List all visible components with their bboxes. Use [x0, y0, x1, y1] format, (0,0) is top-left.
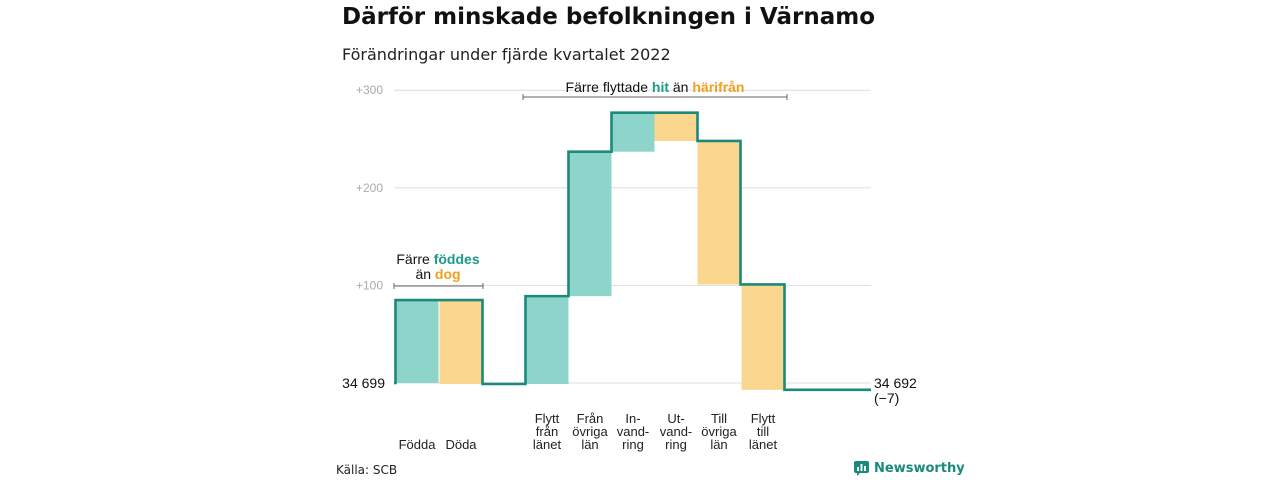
annotation-segment: föddes [434, 251, 480, 267]
category-label: län [710, 437, 727, 452]
waterfall-bar [654, 112, 698, 141]
category-label: Flytt [751, 411, 776, 426]
category-label: övriga [701, 424, 737, 439]
annotation-segment: än [669, 79, 692, 95]
category-label: ring [622, 437, 644, 452]
category-label: ring [665, 437, 687, 452]
source-note: Källa: SCB [336, 463, 398, 477]
brand: Newsworthy [854, 461, 965, 476]
waterfall-bar [741, 284, 785, 390]
category-label: från [536, 424, 558, 439]
y-tick-label: +200 [356, 181, 383, 195]
cumulative-step-line [394, 111, 871, 392]
annotation-segment: än [415, 266, 434, 282]
waterfall-bar [611, 112, 655, 152]
annotation-text: än dog [415, 266, 460, 282]
y-tick-label: +100 [356, 278, 383, 292]
waterfall-bar [395, 300, 439, 383]
category-label: övriga [572, 424, 608, 439]
category-label: Döda [445, 437, 477, 452]
category-label: till [757, 424, 769, 439]
end-value-label: 34 692 [874, 375, 917, 391]
annotation-segment: Färre [396, 251, 433, 267]
annotation-segment: härifrån [692, 79, 744, 95]
category-label: Till [711, 411, 727, 426]
brand-name: Newsworthy [874, 461, 965, 476]
category-label: län [581, 437, 598, 452]
waterfall-bar [525, 296, 569, 384]
newsworthy-logo-icon [854, 461, 869, 476]
category-label: vand- [617, 424, 650, 439]
waterfall-bar [568, 151, 612, 297]
category-label: Födda [399, 437, 437, 452]
end-change-label: (−7) [874, 390, 899, 406]
annotation-text: Färre flyttade hit än härifrån [566, 79, 745, 95]
start-value-label: 34 699 [342, 375, 385, 391]
waterfall-bar [697, 140, 741, 285]
category-label: Från [577, 411, 604, 426]
page-title: Därför minskade befolkningen i Värnamo [342, 4, 875, 30]
annotation-segment: hit [652, 79, 669, 95]
category-label: vand- [660, 424, 693, 439]
y-tick-label: +300 [356, 83, 383, 97]
category-label: In- [625, 411, 640, 426]
waterfall-bar [439, 300, 483, 384]
category-label: länet [533, 437, 562, 452]
category-label: länet [749, 437, 778, 452]
annotation-segment: dog [435, 266, 461, 282]
category-label: Ut- [667, 411, 684, 426]
annotation-segment: Färre flyttade [566, 79, 652, 95]
annotation-text: Färre föddes [396, 251, 479, 267]
chart-subtitle: Förändringar under fjärde kvartalet 2022 [342, 45, 671, 64]
category-label: Flytt [535, 411, 560, 426]
